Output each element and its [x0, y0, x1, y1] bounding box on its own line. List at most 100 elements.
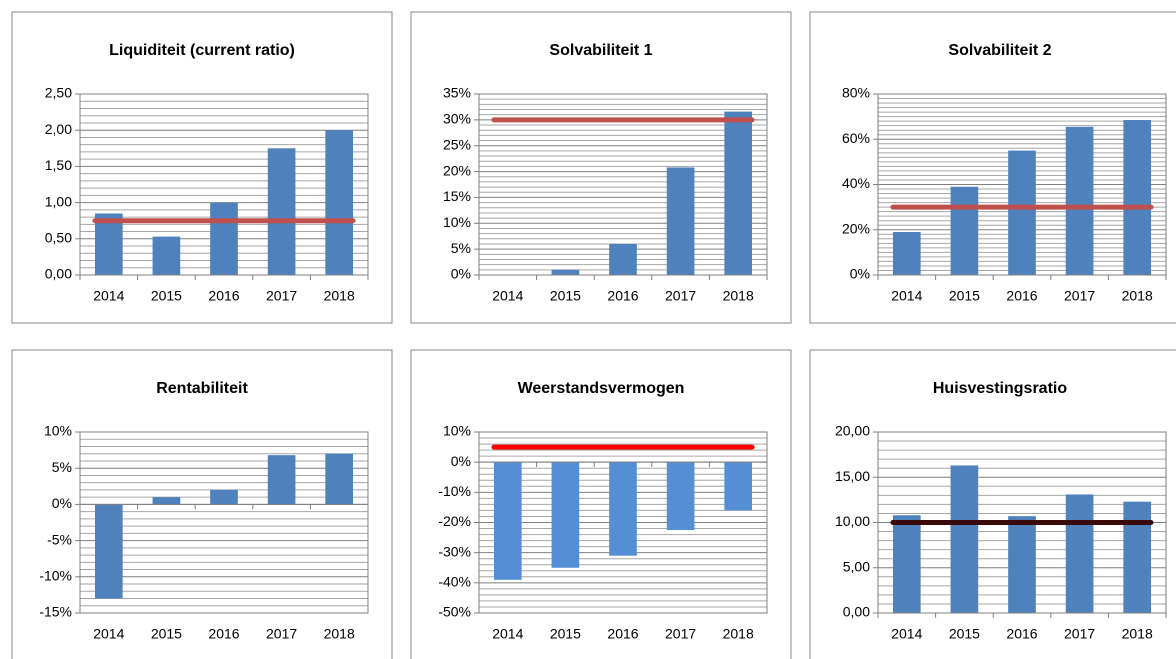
panel-border	[809, 11, 1176, 324]
bar	[1065, 494, 1094, 613]
x-tick-label: 2017	[665, 288, 696, 304]
y-tick-label: -5%	[47, 531, 72, 547]
x-tick-label: 2017	[1064, 626, 1095, 642]
chart-panel: Rentabiliteit -15% -10% -5% 0% 5% 10% 2014 2015 2…	[11, 349, 393, 659]
y-tick-label: -40%	[438, 574, 471, 590]
bar	[950, 186, 979, 275]
bar	[724, 111, 753, 275]
y-tick-label: 20%	[842, 220, 870, 236]
y-tick-label: 2,50	[45, 85, 72, 101]
x-tick-label: 2015	[151, 288, 182, 304]
x-tick-label: 2014	[891, 626, 922, 642]
x-tick-label: 2015	[949, 626, 980, 642]
y-tick-label: -10%	[438, 483, 471, 499]
x-tick-label: 2015	[949, 288, 980, 304]
bar	[892, 232, 921, 275]
y-tick-label: -30%	[438, 543, 471, 559]
y-tick-label: 10%	[443, 214, 471, 230]
x-tick-label: 2014	[93, 626, 124, 642]
bar	[609, 462, 637, 556]
bar	[267, 148, 296, 275]
y-tick-label: 30%	[443, 111, 471, 127]
bar	[666, 462, 695, 531]
x-tick-label: 2017	[266, 288, 297, 304]
x-tick-label: 2017	[266, 626, 297, 642]
y-tick-label: 1,00	[45, 193, 72, 209]
bar	[152, 236, 181, 275]
bar	[152, 497, 181, 505]
y-tick-label: -15%	[39, 604, 72, 620]
x-tick-label: 2016	[208, 288, 239, 304]
bar	[94, 213, 123, 275]
x-tick-label: 2017	[665, 626, 696, 642]
bar	[1008, 150, 1036, 275]
x-tick-label: 2018	[324, 288, 355, 304]
bar	[325, 453, 354, 505]
bar	[325, 130, 354, 275]
y-tick-label: 15%	[443, 188, 471, 204]
y-tick-label: 15,00	[835, 468, 870, 484]
bar	[210, 489, 238, 505]
x-tick-label: 2018	[723, 626, 754, 642]
chart-panel: Weerstandsvermogen -50% -40% -30% -20% -10% 0%…	[410, 349, 792, 659]
chart-title: Solvabiliteit 1	[549, 42, 652, 59]
bar	[551, 269, 580, 275]
bar	[267, 455, 296, 505]
x-tick-label: 2015	[550, 288, 581, 304]
plot-frame	[79, 431, 369, 614]
y-tick-label: 10%	[44, 423, 72, 439]
x-tick-label: 2014	[93, 288, 124, 304]
x-tick-label: 2018	[1122, 288, 1153, 304]
x-tick-label: 2016	[1006, 626, 1037, 642]
y-tick-label: 10,00	[835, 513, 870, 529]
y-tick-label: 0%	[52, 495, 72, 511]
y-tick-label: 60%	[842, 130, 870, 146]
bar	[210, 202, 238, 275]
chart-panel: Liquiditeit (current ratio) 0,00 0,50 1,00 1…	[11, 11, 393, 324]
y-tick-label: 5%	[52, 459, 72, 475]
plot-frame	[478, 431, 768, 614]
y-tick-label: 0,00	[45, 266, 72, 282]
y-tick-label: 80%	[842, 85, 870, 101]
x-tick-label: 2014	[492, 626, 523, 642]
x-tick-label: 2018	[1122, 626, 1153, 642]
bar	[724, 462, 753, 511]
y-tick-label: 0,00	[843, 604, 870, 620]
bar	[950, 465, 979, 613]
y-tick-label: 5%	[451, 240, 471, 256]
x-tick-label: 2016	[1006, 288, 1037, 304]
chart-title: Huisvestingsratio	[933, 380, 1067, 397]
y-tick-label: -20%	[438, 513, 471, 529]
y-tick-label: 20%	[443, 162, 471, 178]
y-tick-label: 35%	[443, 85, 471, 101]
y-tick-label: 2,00	[45, 121, 72, 137]
y-tick-label: 25%	[443, 136, 471, 152]
x-tick-label: 2018	[324, 626, 355, 642]
chart-panel: Solvabiliteit 2 0% 20% 40% 60% 80% 2014 2015 201…	[809, 11, 1176, 324]
chart-panel: Huisvestingsratio 0,00 5,00 10,00 15,00 20,00…	[809, 349, 1176, 659]
chart-title: Solvabiliteit 2	[948, 42, 1051, 59]
x-tick-label: 2015	[550, 626, 581, 642]
y-tick-label: 0%	[850, 266, 870, 282]
bar	[1123, 501, 1152, 613]
chart-title: Rentabiliteit	[156, 380, 248, 397]
bar	[666, 167, 695, 275]
bar	[1123, 120, 1152, 275]
bar	[551, 462, 580, 568]
chart-title: Liquiditeit (current ratio)	[109, 42, 295, 59]
y-tick-label: 0%	[451, 266, 471, 282]
bar	[1065, 126, 1094, 276]
x-tick-label: 2014	[891, 288, 922, 304]
x-tick-label: 2018	[723, 288, 754, 304]
y-tick-label: 40%	[842, 175, 870, 191]
chart-title: Weerstandsvermogen	[518, 380, 685, 397]
x-tick-label: 2017	[1064, 288, 1095, 304]
y-tick-label: 5,00	[843, 558, 870, 574]
y-tick-label: -50%	[438, 604, 471, 620]
bar	[609, 243, 637, 275]
y-tick-label: 0%	[451, 453, 471, 469]
y-tick-label: -10%	[39, 568, 72, 584]
bar	[892, 515, 921, 613]
x-tick-label: 2016	[607, 288, 638, 304]
